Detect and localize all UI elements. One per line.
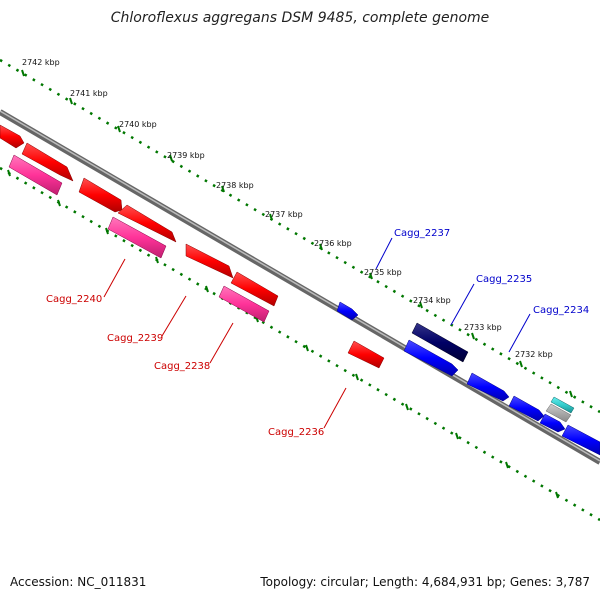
forward-genes [336, 301, 600, 456]
reverse-genes [0, 124, 385, 369]
accession-text: Accession: NC_011831 [10, 575, 146, 589]
gene-label-cagg-2234[interactable]: Cagg_2234 [533, 305, 589, 316]
tick-label: 2738 kbp [216, 181, 254, 190]
tick-label: 2735 kbp [364, 268, 402, 277]
genome-backbone [0, 109, 600, 465]
gene-labels: Cagg_2240 Cagg_2239 Cagg_2238 Cagg_2236 … [46, 228, 589, 438]
gene-forward-block[interactable] [539, 413, 566, 433]
backbone-highlight [0, 110, 600, 462]
gene-forward-block[interactable] [403, 339, 459, 377]
gene-red-block[interactable] [230, 271, 279, 307]
gene-forward-block[interactable] [561, 424, 600, 456]
gene-cagg-2239[interactable] [107, 216, 167, 259]
gene-red-block[interactable] [21, 142, 74, 182]
tick-label: 2733 kbp [464, 323, 502, 332]
gene-label-cagg-2236[interactable]: Cagg_2236 [268, 427, 324, 438]
gene-cagg-2238[interactable] [218, 285, 270, 323]
tick-label: 2737 kbp [265, 210, 303, 219]
gene-cagg-2237[interactable] [336, 301, 359, 321]
gene-label-cagg-2239[interactable]: Cagg_2239 [107, 333, 163, 344]
gene-forward-block[interactable] [466, 372, 510, 402]
tick-label: 2741 kbp [70, 89, 108, 98]
outer-ruler-track [0, 58, 600, 414]
gene-cagg-2236[interactable] [347, 340, 385, 369]
gene-red-block[interactable] [78, 177, 123, 213]
gene-label-cagg-2237[interactable]: Cagg_2237 [394, 228, 450, 239]
tick-label: 2736 kbp [314, 239, 352, 248]
callout-lines [103, 237, 531, 429]
tick-label: 2732 kbp [515, 350, 553, 359]
gene-label-cagg-2238[interactable]: Cagg_2238 [154, 361, 210, 372]
inner-ruler-track [0, 166, 600, 522]
outer-tick-marks [21, 69, 573, 398]
gene-red-block[interactable] [185, 243, 234, 279]
gene-red-block[interactable] [0, 124, 25, 149]
tick-label: 2740 kbp [119, 120, 157, 129]
gene-grey-block[interactable] [545, 403, 572, 423]
tick-label: 2742 kbp [22, 58, 60, 67]
gene-label-cagg-2235[interactable]: Cagg_2235 [476, 274, 532, 285]
kbp-labels: 2742 kbp 2741 kbp 2740 kbp 2739 kbp 2738… [22, 58, 553, 359]
topology-summary: Topology: circular; Length: 4,684,931 bp… [259, 575, 590, 589]
gene-forward-block[interactable] [508, 395, 545, 422]
gene-label-cagg-2240[interactable]: Cagg_2240 [46, 294, 102, 305]
gene-cagg-2240[interactable] [8, 154, 63, 196]
gene-cagg-2234[interactable] [550, 396, 575, 414]
inner-tick-marks [7, 169, 559, 499]
tick-label: 2739 kbp [167, 151, 205, 160]
gene-cagg-2235[interactable] [411, 322, 469, 363]
map-title: Chloroflexus aggregans DSM 9485, complet… [111, 10, 490, 26]
tick-label: 2734 kbp [413, 296, 451, 305]
gene-red-block[interactable] [117, 204, 177, 243]
